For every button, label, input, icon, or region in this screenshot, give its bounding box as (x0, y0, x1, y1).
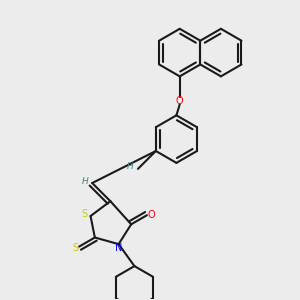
Text: H: H (126, 162, 133, 171)
Text: O: O (147, 210, 155, 220)
Text: N: N (115, 243, 122, 254)
Text: H: H (82, 177, 88, 186)
Text: S: S (82, 209, 88, 219)
Text: S: S (72, 243, 78, 253)
Text: O: O (176, 96, 184, 106)
